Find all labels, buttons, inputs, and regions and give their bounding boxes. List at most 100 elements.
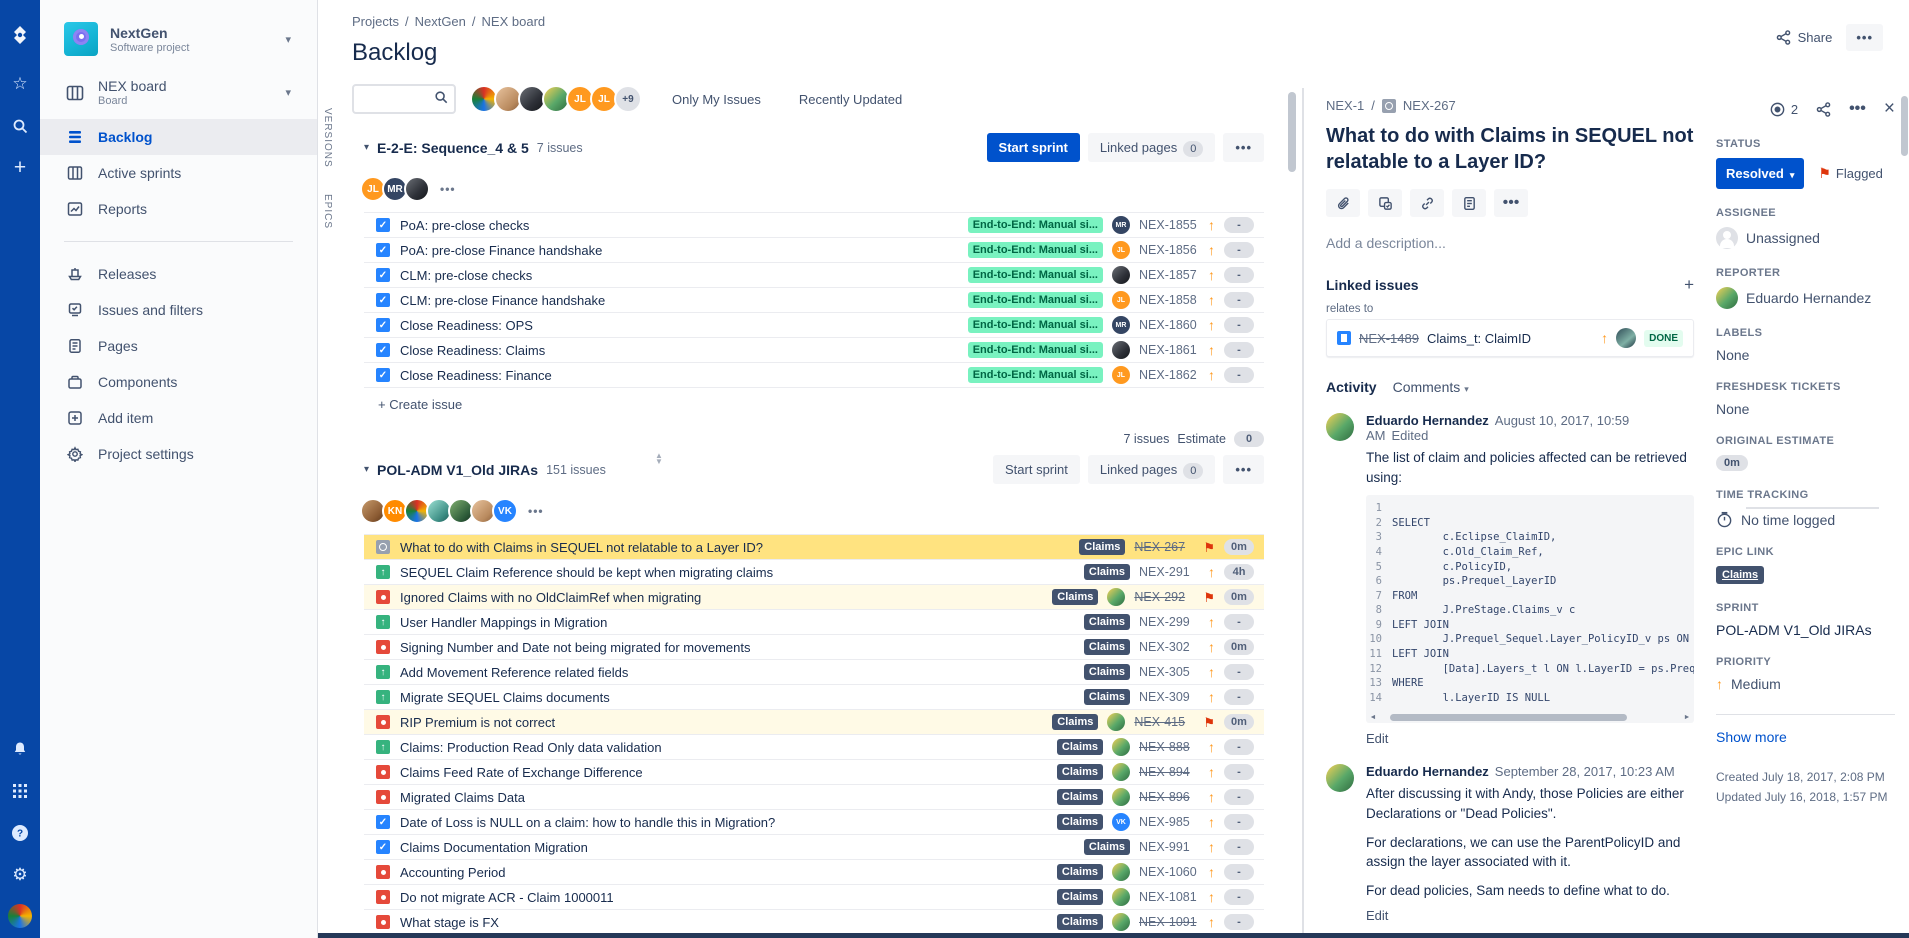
issue-row[interactable]: ✓ CLM: pre-close checks End-to-End: Manual… <box>364 263 1264 288</box>
reporter-value[interactable]: Eduardo Hernandez <box>1716 287 1895 309</box>
description-placeholder[interactable]: Add a description... <box>1326 235 1446 251</box>
issue-row[interactable]: Claims Feed Rate of Exchange Difference C… <box>364 760 1264 785</box>
sidebar-item-components[interactable]: Components <box>40 364 317 400</box>
comment-edit-link[interactable]: Edit <box>1366 731 1389 747</box>
add-link-plus-icon[interactable]: + <box>1684 275 1694 294</box>
issue-more-button[interactable]: ••• <box>1494 189 1528 217</box>
sidebar-item-add-item[interactable]: Add item <box>40 400 317 436</box>
star-icon[interactable]: ☆ <box>12 74 28 93</box>
board-header[interactable]: NEX board Board ▾ <box>40 74 317 111</box>
chevron-down-icon[interactable]: ▾ <box>285 87 291 99</box>
sprint-name[interactable]: E-2-E: Sequence_4 & 5 <box>377 139 529 156</box>
comment-edit-link[interactable]: Edit <box>1366 908 1389 924</box>
sidebar-item-active-sprints[interactable]: Active sprints <box>40 155 317 191</box>
sidebar-item-reports[interactable]: Reports <box>40 191 317 227</box>
breadcrumb-project[interactable]: NextGen <box>414 14 466 29</box>
issue-row[interactable]: ↑ User Handler Mappings in Migration Claim… <box>364 610 1264 635</box>
issue-title[interactable]: What to do with Claims in SEQUEL not rel… <box>1326 125 1694 173</box>
epics-panel-tab[interactable]: EPICS <box>322 193 333 229</box>
collapse-chevron-icon[interactable]: ▾ <box>364 464 370 475</box>
issue-row[interactable]: ✓ PoA: pre-close checks End-to-End: Manual… <box>364 213 1264 238</box>
notifications-bell-icon[interactable] <box>8 737 32 761</box>
app-switcher-grid-icon[interactable] <box>8 779 32 803</box>
avatar-overflow-count[interactable]: +9 <box>614 85 642 113</box>
issue-row[interactable]: ↑ Add Movement Reference related fields Cl… <box>364 660 1264 685</box>
avatar[interactable]: VK <box>492 498 518 524</box>
sprint-name[interactable]: POL-ADM V1_Old JIRAs <box>377 461 539 478</box>
settings-gear-icon[interactable]: ⚙ <box>12 865 28 884</box>
issue-row[interactable]: What to do with Claims in SEQUEL not rel… <box>364 535 1264 560</box>
issue-row[interactable]: ↑ SEQUEL Claim Reference should be kept w… <box>364 560 1264 585</box>
filter-only-my-issues[interactable]: Only My Issues <box>664 86 769 113</box>
jira-logo-icon[interactable] <box>8 23 32 47</box>
filter-recently-updated[interactable]: Recently Updated <box>791 86 910 113</box>
avatar[interactable]: JL <box>360 176 386 202</box>
page-more-button[interactable]: ••• <box>1846 24 1883 51</box>
linked-issue-key[interactable]: NEX-1489 <box>1359 330 1419 346</box>
sidebar-item-backlog[interactable]: Backlog <box>40 119 317 155</box>
issue-row[interactable]: ✓ Close Readiness: Claims End-to-End: Manu… <box>364 338 1264 363</box>
epic-link-value[interactable]: Claims <box>1716 566 1765 584</box>
time-tracking-value[interactable]: No time logged <box>1716 507 1895 528</box>
sprint-more-button[interactable]: ••• <box>1223 455 1264 484</box>
search-input[interactable] <box>360 91 430 107</box>
attach-button[interactable] <box>1326 189 1360 217</box>
issue-row[interactable]: ✓ CLM: pre-close Finance handshake End-to-… <box>364 288 1264 313</box>
issue-row[interactable]: ↑ Migrate SEQUEL Claims documents Claims NE… <box>364 685 1264 710</box>
close-panel-icon[interactable]: × <box>1883 98 1895 119</box>
linked-pages-button[interactable]: Linked pages 0 <box>1087 133 1216 162</box>
assignee-value[interactable]: Unassigned <box>1716 227 1895 249</box>
help-icon[interactable]: ? <box>8 821 32 845</box>
create-issue-button[interactable]: + Create issue <box>378 397 463 412</box>
issue-row[interactable]: ↑ Claims: Production Read Only data valid… <box>364 735 1264 760</box>
issue-row[interactable]: Ignored Claims with no OldClaimRef when … <box>364 585 1264 610</box>
backlog-scrollbar[interactable] <box>1288 92 1296 172</box>
detail-more-button[interactable]: ••• <box>1849 100 1866 117</box>
sprint-field-value[interactable]: POL-ADM V1_Old JIRAs <box>1716 622 1872 638</box>
issue-row[interactable]: Accounting Period Claims NEX-1060 ↑ - <box>364 860 1264 885</box>
notes-button[interactable] <box>1452 189 1486 217</box>
user-profile-avatar[interactable] <box>8 904 32 928</box>
share-issue-button[interactable] <box>1816 101 1831 117</box>
original-estimate-value[interactable]: 0m <box>1716 455 1748 471</box>
issue-row[interactable]: ✓ Claims Documentation Migration Claims NEX… <box>364 835 1264 860</box>
collapse-chevron-icon[interactable]: ▾ <box>364 142 370 153</box>
parent-issue-link[interactable]: NEX-1 <box>1326 98 1365 113</box>
issue-row[interactable]: Migrated Claims Data Claims NEX-896 ↑ - <box>364 785 1264 810</box>
freshdesk-value[interactable]: None <box>1716 401 1750 417</box>
avatar[interactable]: JL <box>590 85 618 113</box>
project-header[interactable]: NextGen Software project ▾ <box>40 18 317 60</box>
search-box[interactable] <box>352 84 456 114</box>
issue-row[interactable]: ✓ Close Readiness: OPS End-to-End: Manual … <box>364 313 1264 338</box>
start-sprint-button[interactable]: Start sprint <box>986 133 1080 162</box>
code-horizontal-scrollbar[interactable]: ◄ ► <box>1369 713 1691 721</box>
avatar[interactable] <box>518 85 546 113</box>
issue-row[interactable]: Signing Number and Date not being migrat… <box>364 635 1264 660</box>
sidebar-item-pages[interactable]: Pages <box>40 328 317 364</box>
sidebar-item-project-settings[interactable]: Project settings <box>40 436 317 472</box>
create-plus-icon[interactable]: + <box>13 156 27 179</box>
issue-row[interactable]: RIP Premium is not correct Claims NEX-415 ⚑… <box>364 710 1264 735</box>
start-sprint-button[interactable]: Start sprint <box>993 455 1080 484</box>
link-button[interactable] <box>1410 189 1444 217</box>
issue-key-link[interactable]: NEX-267 <box>1402 98 1456 113</box>
linked-pages-button[interactable]: Linked pages 0 <box>1087 455 1216 484</box>
chevron-down-icon[interactable]: ▾ <box>285 33 291 46</box>
flagged-indicator[interactable]: ⚑ Flagged <box>1818 165 1883 181</box>
breadcrumb-board[interactable]: NEX board <box>481 14 546 29</box>
section-resize-handle[interactable]: ▲ ▼ <box>655 451 663 466</box>
labels-value[interactable]: None <box>1716 347 1750 363</box>
avatar[interactable] <box>404 176 430 202</box>
status-dropdown[interactable]: Resolved ▾ <box>1716 158 1805 189</box>
search-icon[interactable] <box>8 114 32 138</box>
sidebar-item-releases[interactable]: Releases <box>40 256 317 292</box>
sprint-more-button[interactable]: ••• <box>1223 133 1264 162</box>
show-more-link[interactable]: Show more <box>1716 729 1787 745</box>
detail-scrollbar[interactable] <box>1901 96 1908 156</box>
watchers-button[interactable]: 2 <box>1769 101 1798 118</box>
priority-value[interactable]: ↑ Medium <box>1716 676 1781 692</box>
sidebar-item-issues-filters[interactable]: Issues and filters <box>40 292 317 328</box>
issue-row[interactable]: What stage is FX Claims NEX-1091 ↑ - <box>364 910 1264 935</box>
avatars-more-button[interactable]: ••• <box>528 504 544 518</box>
comments-filter-dropdown[interactable]: Comments ▾ <box>1392 379 1469 395</box>
